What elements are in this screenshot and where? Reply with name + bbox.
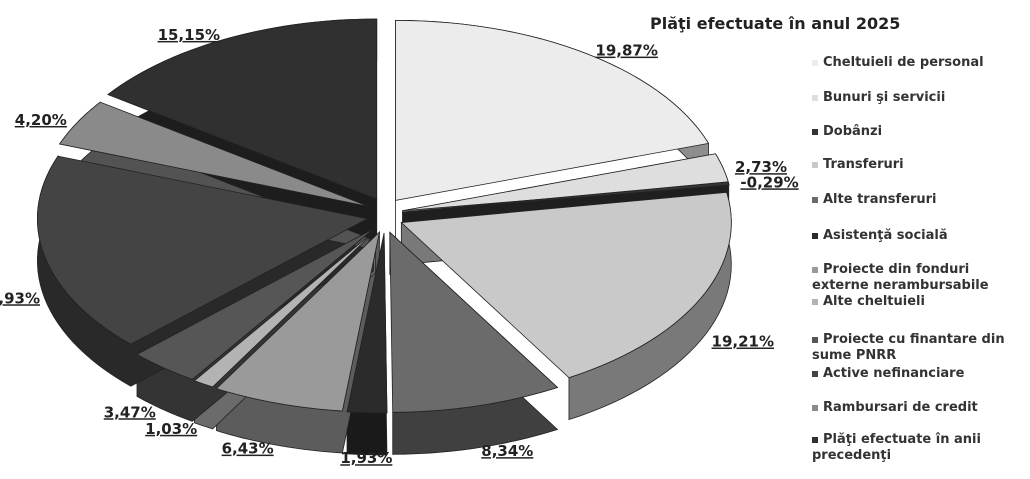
legend-label: Alte cheltuieli bbox=[823, 294, 925, 309]
slice bbox=[37, 155, 369, 345]
legend-item: Alte cheltuieli bbox=[812, 294, 1027, 310]
slice bbox=[400, 191, 732, 379]
slice bbox=[215, 230, 381, 412]
legend-label: Proiecte din fonduri externe nerambursab… bbox=[812, 262, 989, 293]
slice bbox=[58, 101, 370, 207]
legend-item: Plăţi efectuate în anii precedenţi bbox=[812, 432, 1027, 464]
slice bbox=[136, 228, 374, 380]
legend-label: Active nefinanciare bbox=[823, 366, 965, 381]
legend-item: Asistenţă socială bbox=[812, 228, 1027, 244]
legend-swatch bbox=[812, 336, 818, 343]
legend-swatch bbox=[812, 298, 818, 305]
data-label: 17,93% bbox=[0, 289, 40, 307]
data-label: 19,21% bbox=[712, 333, 774, 351]
legend-item: Cheltuieli de personal bbox=[812, 55, 1027, 71]
legend-label: Rambursari de credit bbox=[823, 400, 978, 415]
data-label: 19,87% bbox=[595, 42, 657, 60]
data-label: 4,20% bbox=[15, 111, 67, 129]
data-label: 1,93% bbox=[340, 449, 392, 467]
legend-swatch bbox=[812, 436, 818, 443]
legend-item: Dobânzi bbox=[812, 124, 1027, 140]
slice bbox=[395, 19, 710, 201]
data-label: -0,29% bbox=[740, 173, 798, 191]
legend-label: Asistenţă socială bbox=[823, 228, 948, 243]
slice bbox=[389, 231, 559, 413]
legend-swatch bbox=[812, 266, 818, 273]
data-label: 2,73% bbox=[735, 158, 787, 176]
legend-label: Alte transferuri bbox=[823, 192, 937, 207]
slice bbox=[107, 18, 378, 200]
data-label: 15,15% bbox=[158, 26, 220, 44]
legend-item: Alte transferuri bbox=[812, 192, 1027, 208]
slice bbox=[402, 153, 730, 212]
data-label: 8,34% bbox=[481, 442, 533, 460]
slice bbox=[193, 230, 376, 388]
legend-label: Proiecte cu finantare din sume PNRR bbox=[812, 332, 1005, 363]
legend-swatch bbox=[812, 232, 818, 239]
legend-label: Dobânzi bbox=[823, 124, 883, 139]
legend-item: Proiecte cu finantare din sume PNRR bbox=[812, 332, 1027, 364]
data-label: 6,43% bbox=[222, 440, 274, 458]
legend-item: Transferuri bbox=[812, 157, 1027, 173]
data-label: 3,47% bbox=[104, 403, 156, 421]
legend-swatch bbox=[812, 404, 818, 411]
legend-label: Plăţi efectuate în anii precedenţi bbox=[812, 432, 981, 463]
legend-label: Cheltuieli de personal bbox=[823, 55, 984, 70]
legend-swatch bbox=[812, 94, 818, 101]
legend-item: Proiecte din fonduri externe nerambursab… bbox=[812, 262, 1027, 294]
legend-item: Rambursari de credit bbox=[812, 400, 1027, 416]
legend-label: Transferuri bbox=[823, 157, 904, 172]
legend-swatch bbox=[812, 128, 818, 135]
legend-swatch bbox=[812, 59, 818, 66]
legend-swatch bbox=[812, 370, 818, 377]
legend-swatch bbox=[812, 196, 818, 203]
legend-swatch bbox=[812, 161, 818, 168]
slice bbox=[346, 232, 388, 414]
legend-label: Bunuri şi servicii bbox=[823, 90, 946, 105]
chart-title: Plăţi efectuate în anul 2025 bbox=[650, 14, 901, 33]
legend-item: Active nefinanciare bbox=[812, 366, 1027, 382]
slice bbox=[402, 181, 730, 213]
pie-chart: 19,87% 2,73%-0,29% 19,21% 8,34% 1,93% 6,43% 1,… bbox=[0, 18, 799, 467]
data-label: 1,03% bbox=[145, 420, 197, 438]
legend-item: Bunuri şi servicii bbox=[812, 90, 1027, 106]
